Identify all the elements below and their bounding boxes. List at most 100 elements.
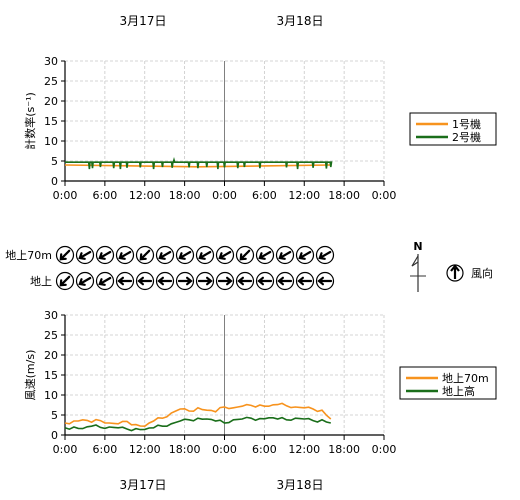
wind-icon-0-10 bbox=[255, 245, 275, 265]
wind-icon-1-9 bbox=[235, 271, 255, 291]
compass-arrow bbox=[411, 255, 419, 267]
x-tick-label-4: 0:00 bbox=[212, 443, 237, 456]
x-tick-label-0: 0:00 bbox=[53, 443, 78, 456]
wind-icon-arrow-0-0 bbox=[59, 249, 71, 261]
x-tick-label-3: 18:00 bbox=[169, 443, 201, 456]
date-label-bottom-1: 3月17日 bbox=[120, 478, 167, 492]
legend-label-0: 1号機 bbox=[452, 117, 481, 131]
wind-icon-arrow-1-8 bbox=[217, 276, 233, 286]
wind-icon-arrow-0-6 bbox=[178, 250, 192, 260]
legend-label-0: 地上70m bbox=[442, 372, 489, 385]
y-axis-label: 計数率(s⁻¹) bbox=[23, 92, 37, 150]
x-tick-label-6: 12:00 bbox=[288, 189, 320, 202]
x-tick-label-3: 18:00 bbox=[169, 189, 201, 202]
wind-icon-0-2 bbox=[95, 245, 115, 265]
wind-icon-0-6 bbox=[175, 245, 195, 265]
wind-icon-1-1 bbox=[75, 271, 95, 291]
series-line-1 bbox=[65, 156, 333, 170]
legend-box bbox=[399, 366, 497, 400]
north-label: N bbox=[413, 240, 422, 253]
wind-icon-0-8 bbox=[215, 245, 235, 265]
series-line-1 bbox=[64, 416, 331, 432]
wind-icon-1-7 bbox=[195, 271, 215, 291]
wind-icon-arrow-1-2 bbox=[98, 276, 112, 286]
north-compass: N bbox=[410, 240, 426, 292]
date-label-top-2: 3月18日 bbox=[277, 14, 324, 28]
wind-icon-arrow-1-1 bbox=[78, 276, 92, 286]
x-tick-label-7: 18:00 bbox=[328, 443, 360, 456]
wind-icon-1-6 bbox=[175, 271, 195, 291]
x-tick-label-7: 18:00 bbox=[328, 189, 360, 202]
wind-icon-0-7 bbox=[195, 245, 215, 265]
wind-icon-arrow-0-1 bbox=[78, 250, 92, 260]
y-tick-label-2: 10 bbox=[44, 135, 58, 148]
wind-icon-1-8 bbox=[215, 271, 235, 291]
x-tick-label-4: 0:00 bbox=[212, 189, 237, 202]
wind-icon-arrow-1-6 bbox=[177, 276, 193, 286]
y-tick-label-4: 20 bbox=[44, 95, 58, 108]
wind-icon-arrow-0-4 bbox=[139, 249, 151, 261]
y-axis-label: 風速(m/s) bbox=[24, 350, 37, 401]
count-rate-chart: 0 5 10 15 20 25 30 0:00 6:00 12:00 18:00 0:00 6:00 12… bbox=[23, 55, 497, 202]
x-tick-label-1: 6:00 bbox=[93, 189, 118, 202]
wind-icon-1-5 bbox=[155, 271, 175, 291]
series-line-0 bbox=[64, 402, 332, 428]
x-tick-label-6: 12:00 bbox=[288, 443, 320, 456]
wind-icon-1-13 bbox=[315, 271, 335, 291]
x-tick-label-5: 6:00 bbox=[252, 189, 277, 202]
wind-icon-arrow-0-11 bbox=[278, 250, 292, 260]
wind-icon-arrow-0-10 bbox=[258, 250, 272, 260]
wind-icon-arrow-0-8 bbox=[218, 250, 232, 260]
wind-icon-0-4 bbox=[135, 245, 155, 265]
wind-icon-arrow-1-12 bbox=[297, 276, 313, 286]
x-tick-label-2: 12:00 bbox=[129, 189, 161, 202]
wind-icon-1-2 bbox=[95, 271, 115, 291]
y-tick-label-5: 25 bbox=[44, 75, 58, 88]
legend-label-1: 2号機 bbox=[452, 130, 481, 144]
wind-direction-legend: 風向 bbox=[446, 264, 493, 282]
wind-icon-arrow-1-4 bbox=[137, 276, 153, 286]
x-tick-label-8: 0:00 bbox=[372, 189, 397, 202]
wind-icon-arrow-1-5 bbox=[157, 276, 173, 286]
y-tick-label-4: 20 bbox=[44, 349, 58, 362]
wind-icon-0-13 bbox=[315, 245, 335, 265]
wind-icon-1-10 bbox=[255, 271, 275, 291]
x-tick-label-8: 0:00 bbox=[372, 443, 397, 456]
wind-row-label-0: 地上70m bbox=[5, 249, 52, 262]
wind-icon-arrow-1-7 bbox=[197, 276, 213, 286]
wind-icon-0-1 bbox=[75, 245, 95, 265]
wind-icon-1-3 bbox=[115, 271, 135, 291]
x-tick-label-0: 0:00 bbox=[53, 189, 78, 202]
wind-icon-1-11 bbox=[275, 271, 295, 291]
y-tick-label-0: 0 bbox=[51, 175, 58, 188]
wind-icon-arrow-0-7 bbox=[198, 250, 212, 260]
legend-label-1: 地上高 bbox=[442, 384, 475, 398]
y-tick-label-5: 25 bbox=[44, 329, 58, 342]
wind-icon-arrow-1-9 bbox=[237, 276, 253, 286]
wind-icon-arrow-0-3 bbox=[118, 250, 132, 260]
wind-icon-0-5 bbox=[155, 245, 175, 265]
wind-row-label-1: 地上 bbox=[30, 275, 52, 288]
wind-icon-arrow-1-0 bbox=[59, 275, 71, 287]
wind-icon-arrow-0-12 bbox=[298, 250, 312, 260]
wind-icon-arrow-0-2 bbox=[98, 250, 112, 260]
wind-icon-0-11 bbox=[275, 245, 295, 265]
date-label-top-1: 3月17日 bbox=[120, 14, 167, 28]
y-tick-label-1: 5 bbox=[51, 155, 58, 168]
y-tick-label-6: 30 bbox=[44, 55, 58, 68]
date-label-bottom-2: 3月18日 bbox=[277, 478, 324, 492]
wind-icon-1-4 bbox=[135, 271, 155, 291]
y-tick-label-2: 10 bbox=[44, 389, 58, 402]
wind-speed-chart: 0 5 10 15 20 25 30 0:00 6:00 12:00 18:00 0:00 6:00 12… bbox=[24, 309, 497, 456]
wind-icon-0-0 bbox=[55, 245, 75, 265]
wind-icon-0-9 bbox=[235, 245, 255, 265]
wind-icon-arrow-0-9 bbox=[239, 249, 251, 261]
wind-icon-arrow-0-13 bbox=[318, 250, 332, 260]
x-tick-label-1: 6:00 bbox=[93, 443, 118, 456]
wind-icon-arrow-1-10 bbox=[257, 276, 273, 286]
wind-icon-arrow-1-11 bbox=[277, 276, 293, 286]
wind-legend-label: 風向 bbox=[471, 266, 493, 280]
wind-icon-0-3 bbox=[115, 245, 135, 265]
wind-legend-arrow bbox=[450, 264, 460, 279]
